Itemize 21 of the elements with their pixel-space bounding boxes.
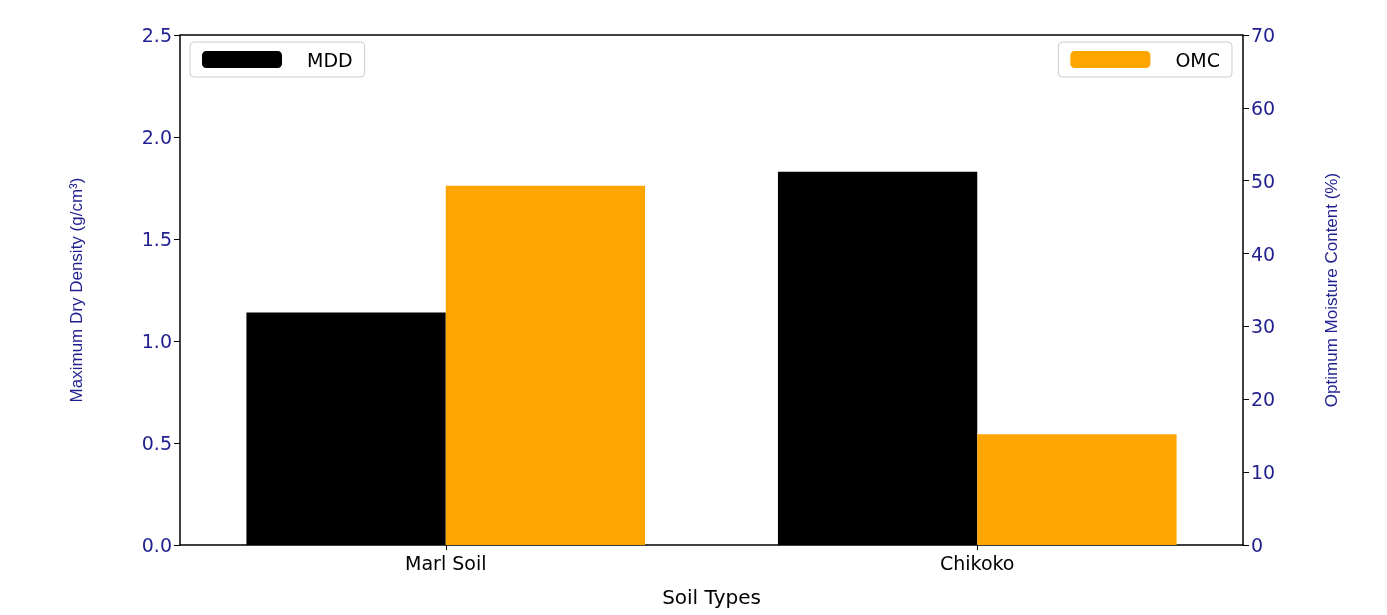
y-tick-label: 2.5 <box>141 24 172 46</box>
y2-tick-label: 0 <box>1251 534 1264 556</box>
y2-tick-label: 50 <box>1251 169 1276 192</box>
y2-axis-title: Optimum Moisture Content (%) <box>1322 172 1341 408</box>
y2-tick-label: 10 <box>1251 461 1276 484</box>
legend-label: OMC <box>1175 48 1221 71</box>
y2-tick-label: 60 <box>1251 96 1276 119</box>
y-tick-label: 0.5 <box>141 432 172 454</box>
y2-tick-label: 40 <box>1251 242 1276 265</box>
y-tick-label: 1.5 <box>141 228 172 250</box>
y-tick-label: 2.0 <box>141 126 172 148</box>
y-tick-label: 1.0 <box>141 330 172 352</box>
y2-tick-label: 20 <box>1251 388 1276 411</box>
x-axis-title: Soil Types <box>662 585 761 609</box>
y-axis-title: Maximum Dry Density (g/cm³) <box>67 177 86 403</box>
y2-tick-label: 70 <box>1251 24 1276 46</box>
y2-tick-label: 30 <box>1251 315 1276 338</box>
x-tick-label: Chikoko <box>940 551 1015 574</box>
x-tick-label: Marl Soil <box>405 551 487 574</box>
legend-label: MDD <box>307 48 353 71</box>
y-tick-label: 0.0 <box>141 534 172 556</box>
